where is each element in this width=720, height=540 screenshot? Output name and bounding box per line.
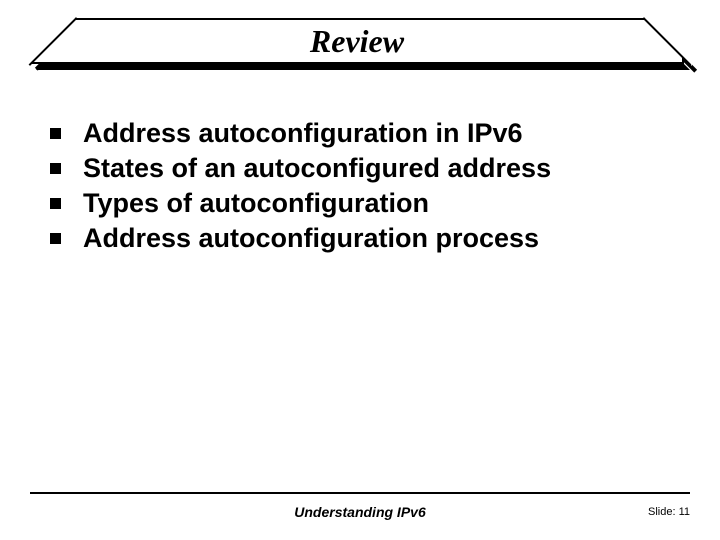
footer-rule bbox=[30, 492, 690, 494]
slide-title: Review bbox=[310, 23, 404, 60]
list-item: States of an autoconfigured address bbox=[50, 153, 670, 184]
list-item: Address autoconfiguration process bbox=[50, 223, 670, 254]
footer-subtitle: Understanding IPv6 bbox=[0, 504, 720, 520]
square-bullet-icon bbox=[50, 198, 61, 209]
slide-number: Slide: 11 bbox=[648, 506, 690, 518]
square-bullet-icon bbox=[50, 163, 61, 174]
bullet-text: Address autoconfiguration in IPv6 bbox=[83, 118, 523, 149]
bullet-list: Address autoconfiguration in IPv6 States… bbox=[50, 118, 670, 258]
bullet-text: States of an autoconfigured address bbox=[83, 153, 551, 184]
bullet-text: Types of autoconfiguration bbox=[83, 188, 429, 219]
slide: Review Address autoconfiguration in IPv6… bbox=[0, 0, 720, 540]
bullet-text: Address autoconfiguration process bbox=[83, 223, 539, 254]
title-banner: Review bbox=[30, 18, 690, 70]
square-bullet-icon bbox=[50, 128, 61, 139]
list-item: Types of autoconfiguration bbox=[50, 188, 670, 219]
title-box: Review bbox=[30, 18, 684, 64]
list-item: Address autoconfiguration in IPv6 bbox=[50, 118, 670, 149]
square-bullet-icon bbox=[50, 233, 61, 244]
